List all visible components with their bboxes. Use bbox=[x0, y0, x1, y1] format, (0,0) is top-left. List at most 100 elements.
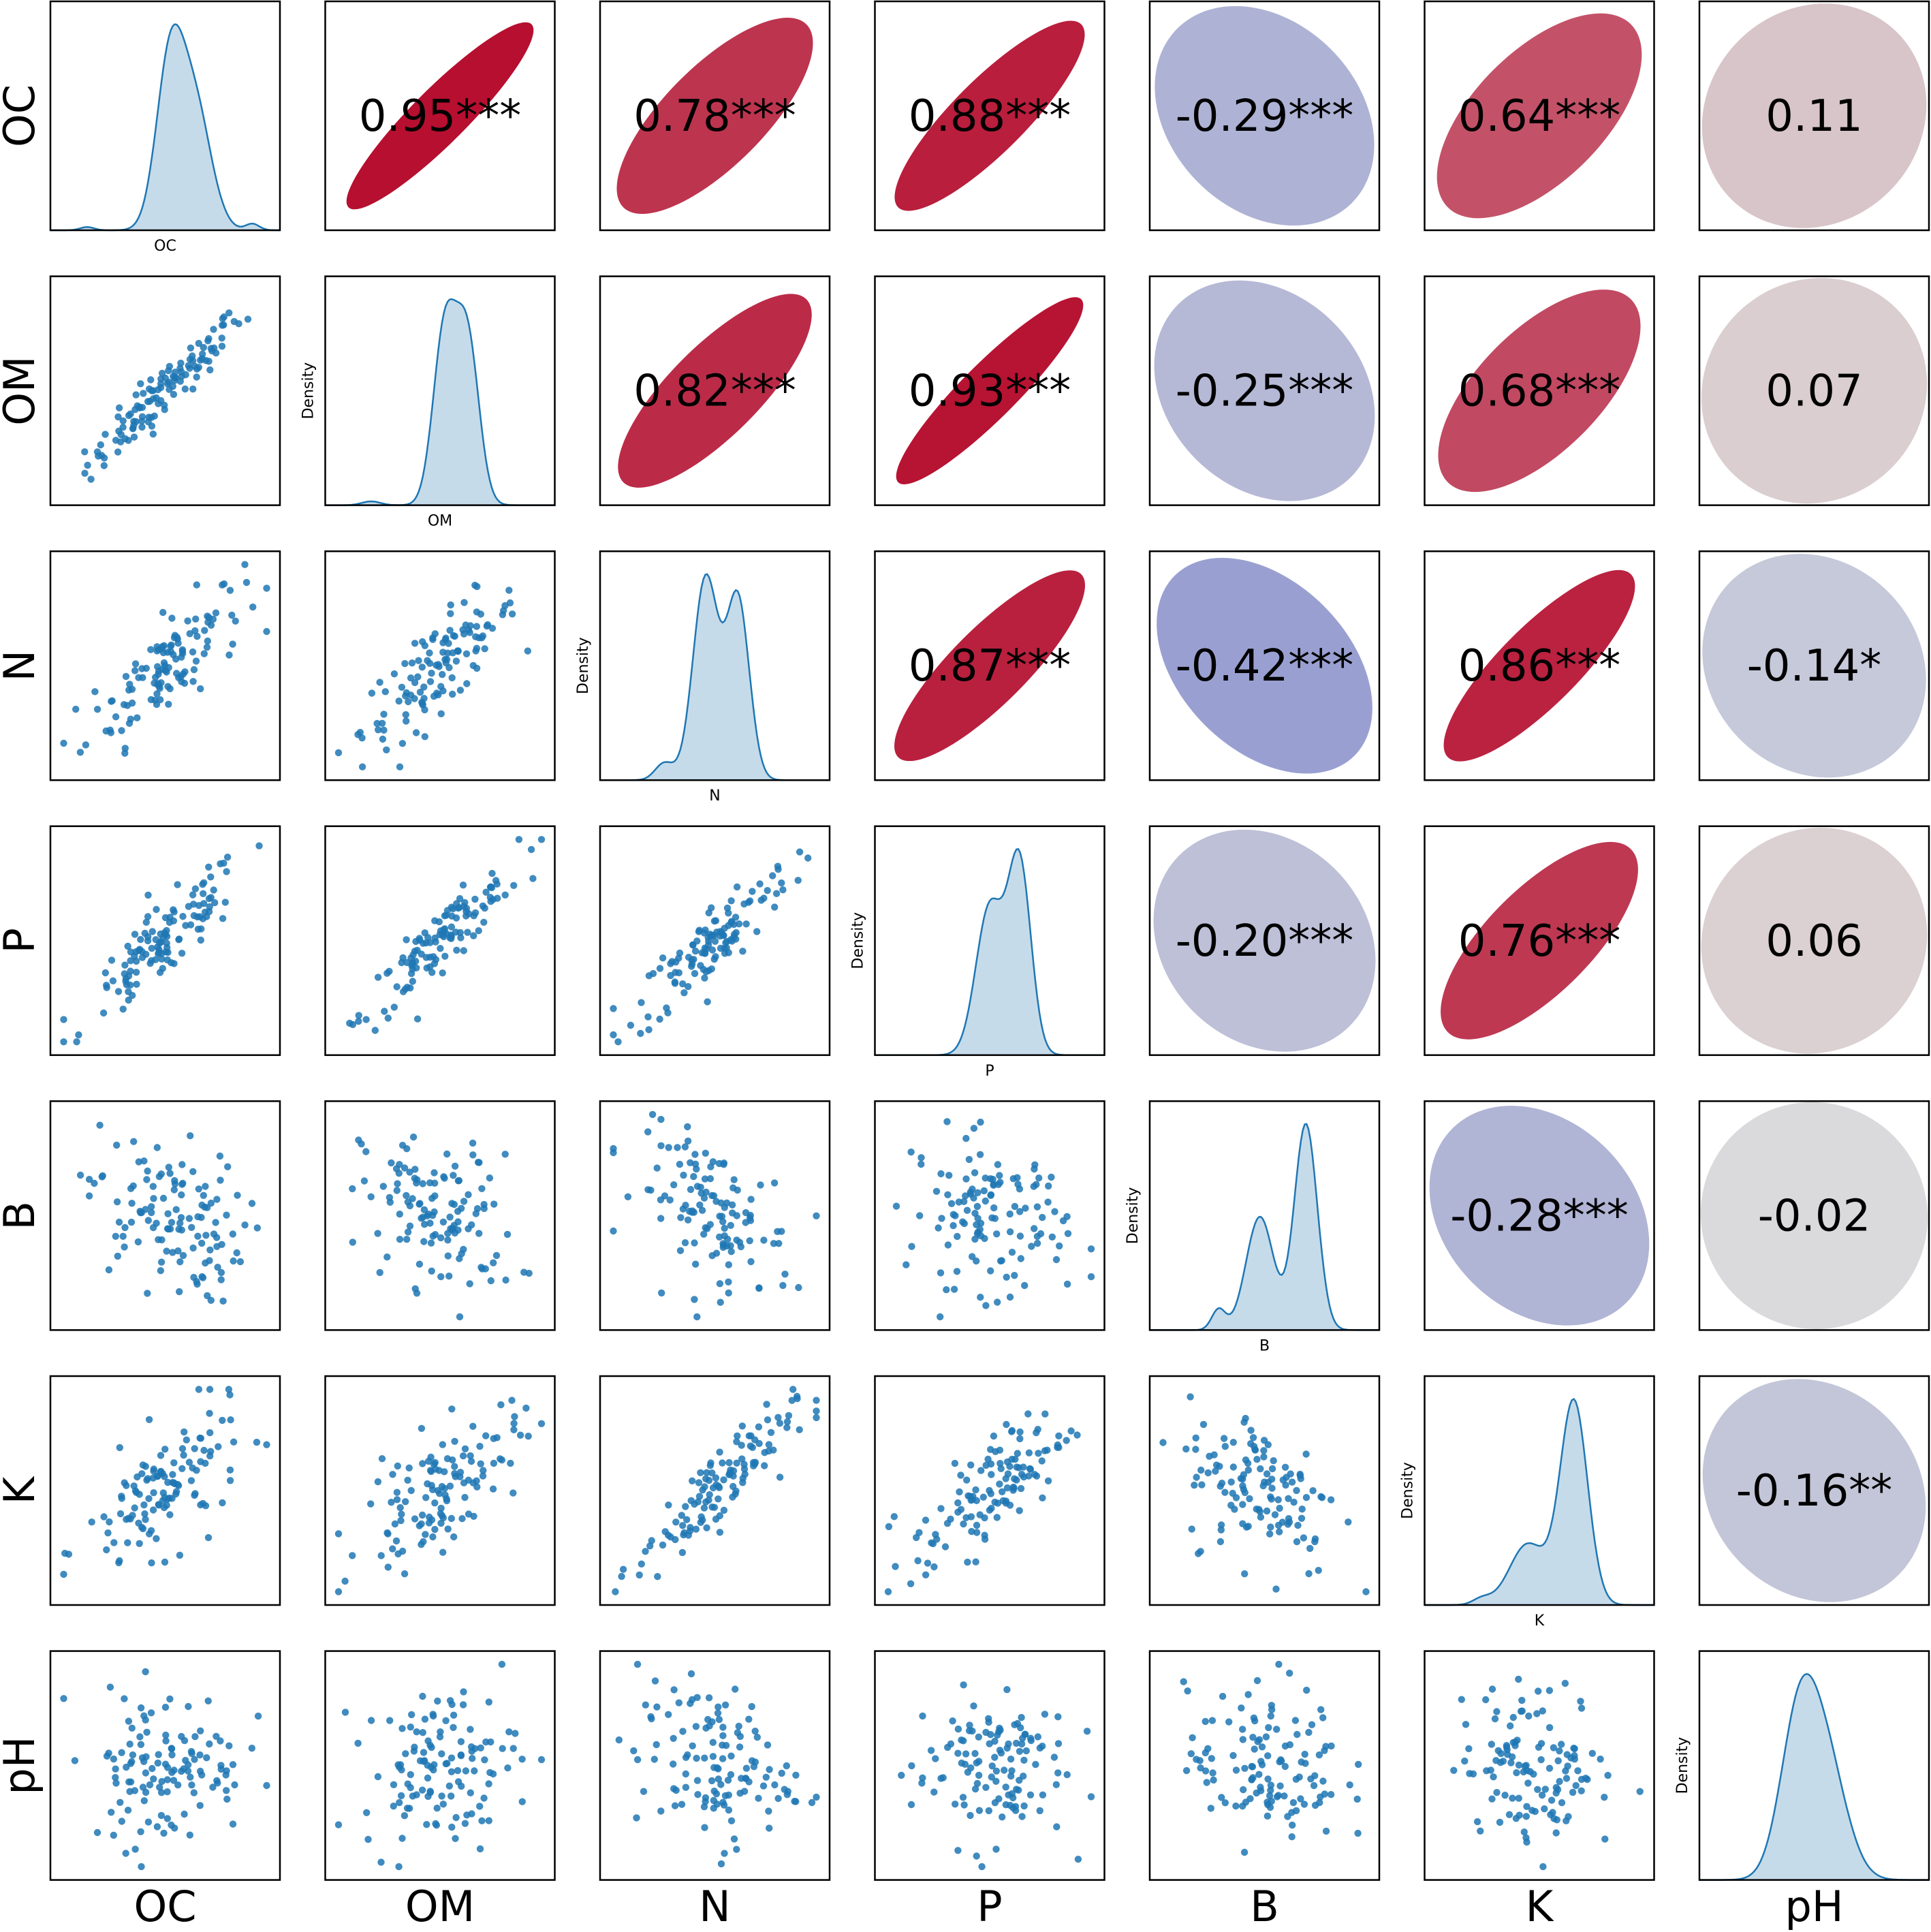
scatter-point bbox=[217, 1276, 225, 1283]
scatter-point bbox=[163, 1501, 170, 1509]
diag-xlabel-B: B bbox=[1259, 1337, 1270, 1354]
scatter-point bbox=[123, 702, 131, 709]
scatter-point bbox=[217, 1177, 224, 1184]
scatter-point bbox=[1535, 1687, 1542, 1695]
scatter-point bbox=[204, 612, 211, 620]
scatter-point bbox=[1260, 1447, 1268, 1454]
scatter-point bbox=[1020, 1756, 1028, 1764]
scatter-point bbox=[203, 1754, 210, 1762]
scatter-point bbox=[219, 1416, 226, 1424]
scatter-point bbox=[437, 710, 445, 718]
scatter-point bbox=[748, 1702, 755, 1711]
density-label-OM: Density bbox=[300, 362, 317, 420]
scatter-point bbox=[1063, 1437, 1070, 1444]
scatter-point bbox=[172, 369, 179, 376]
scatter-point bbox=[971, 1749, 979, 1758]
panel-P-K: 0.76*** bbox=[1424, 825, 1655, 1057]
scatter-point bbox=[1263, 1470, 1271, 1478]
scatter-point bbox=[448, 674, 456, 682]
scatter-point bbox=[968, 1527, 975, 1536]
diag-xlabel-K: K bbox=[1535, 1612, 1545, 1630]
scatter-point bbox=[1011, 1202, 1019, 1211]
scatter-point bbox=[406, 1222, 414, 1230]
scatter-point bbox=[394, 1550, 402, 1558]
scatter-point bbox=[448, 1514, 455, 1523]
scatter-point bbox=[194, 1213, 202, 1221]
scatter-point bbox=[965, 1155, 973, 1164]
scatter-point bbox=[783, 1791, 791, 1798]
scatter-point bbox=[146, 1781, 154, 1789]
panel-frame bbox=[1698, 1650, 1930, 1881]
scatter-point bbox=[705, 1476, 713, 1484]
scatter-point bbox=[401, 659, 409, 668]
scatter-point bbox=[704, 998, 711, 1006]
scatter-point bbox=[159, 1497, 167, 1504]
scatter-point bbox=[728, 937, 736, 945]
scatter-point bbox=[384, 1014, 392, 1022]
scatter-point bbox=[977, 1294, 984, 1301]
scatter-point bbox=[397, 1792, 405, 1800]
scatter-point bbox=[157, 380, 165, 388]
scatter-point bbox=[413, 946, 421, 954]
scatter-point bbox=[203, 643, 211, 651]
col-label-K: K bbox=[1526, 1882, 1554, 1931]
scatter-point bbox=[962, 1134, 970, 1142]
scatter-point bbox=[398, 959, 405, 967]
scatter-point bbox=[471, 1745, 479, 1752]
corr-ellipse-OC-pH bbox=[1701, 3, 1927, 228]
scatter-point bbox=[766, 1766, 773, 1773]
scatter-point bbox=[458, 1782, 465, 1790]
scatter-point bbox=[633, 1660, 642, 1668]
scatter-point bbox=[701, 1175, 709, 1183]
scatter-point bbox=[1309, 1487, 1317, 1495]
scatter-point bbox=[148, 928, 156, 935]
scatter-point bbox=[99, 1009, 108, 1017]
scatter-point bbox=[334, 1588, 343, 1595]
scatter-point bbox=[1577, 1698, 1584, 1705]
scatter-point bbox=[972, 1558, 979, 1565]
scatter-point bbox=[1545, 1764, 1554, 1772]
panel-frame bbox=[1698, 550, 1930, 781]
scatter-point bbox=[695, 1479, 703, 1486]
corr-label-P-B: -0.20*** bbox=[1176, 916, 1354, 967]
scatter-point bbox=[349, 1185, 356, 1193]
scatter-point bbox=[1192, 1446, 1199, 1453]
scatter-point bbox=[394, 1180, 401, 1187]
scatter-point bbox=[1006, 1228, 1014, 1236]
scatter-point bbox=[1025, 1449, 1033, 1456]
scatter-point bbox=[467, 1452, 474, 1460]
scatter-point bbox=[163, 1788, 171, 1796]
scatter-point bbox=[723, 944, 730, 952]
scatter-point bbox=[958, 1759, 966, 1767]
scatter-point bbox=[163, 1815, 171, 1822]
scatter-point bbox=[1267, 1712, 1275, 1720]
scatter-point bbox=[174, 1247, 182, 1255]
scatter-point bbox=[682, 1783, 690, 1791]
scatter-point bbox=[642, 1548, 649, 1555]
scatter-point bbox=[215, 1443, 222, 1450]
scatter-point bbox=[406, 1202, 414, 1210]
scatter-point bbox=[707, 1163, 715, 1170]
scatter-point bbox=[411, 1515, 419, 1523]
scatter-point bbox=[373, 719, 381, 728]
scatter-point bbox=[1013, 1786, 1020, 1793]
row-label-K: K bbox=[0, 1476, 44, 1504]
scatter-point bbox=[451, 1463, 458, 1470]
corr-label-N-K: 0.86*** bbox=[1458, 641, 1621, 691]
scatter-point bbox=[742, 1775, 750, 1782]
scatter-point bbox=[1465, 1745, 1473, 1753]
scatter-point bbox=[684, 1751, 691, 1759]
scatter-point bbox=[202, 1183, 209, 1190]
scatter-point bbox=[159, 608, 167, 617]
scatter-point bbox=[509, 1489, 517, 1497]
scatter-point bbox=[497, 1455, 504, 1463]
scatter-point bbox=[653, 1741, 660, 1749]
scatter-point bbox=[670, 1760, 677, 1768]
scatter-point bbox=[1017, 1724, 1024, 1732]
scatter-point bbox=[1493, 1708, 1501, 1715]
scatter-point bbox=[957, 1506, 965, 1513]
scatter-point bbox=[1251, 1717, 1259, 1725]
panel-N-OM bbox=[324, 550, 556, 781]
scatter-point bbox=[647, 1713, 655, 1721]
scatter-point bbox=[134, 714, 141, 721]
